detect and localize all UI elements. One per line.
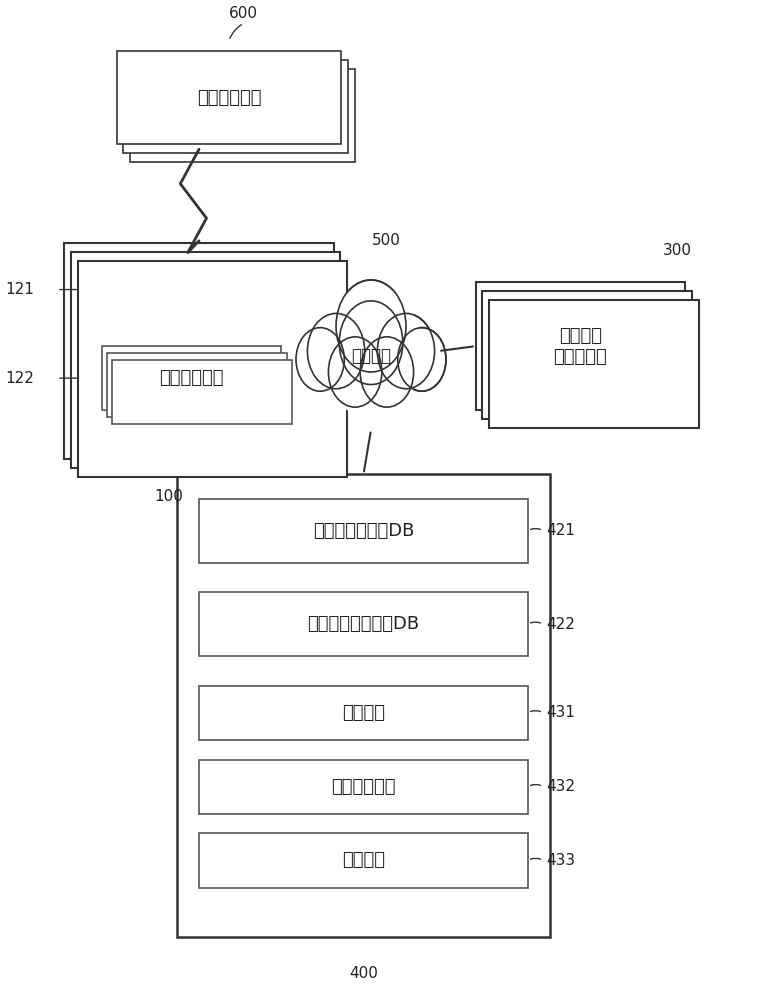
Text: 431: 431: [547, 705, 576, 720]
Circle shape: [308, 313, 365, 389]
Text: 推送模块: 推送模块: [342, 851, 385, 869]
FancyBboxPatch shape: [117, 51, 341, 144]
Circle shape: [329, 337, 382, 407]
Text: 421: 421: [547, 523, 576, 538]
Text: 目标模块: 目标模块: [342, 704, 385, 722]
Text: 400: 400: [349, 966, 378, 981]
FancyBboxPatch shape: [124, 60, 347, 153]
Text: 433: 433: [547, 853, 576, 868]
Text: 服务应用: 服务应用: [170, 281, 213, 299]
Text: 100: 100: [155, 489, 184, 504]
Circle shape: [398, 328, 446, 391]
FancyBboxPatch shape: [482, 291, 692, 419]
FancyBboxPatch shape: [177, 474, 551, 937]
FancyBboxPatch shape: [199, 686, 528, 740]
Text: 600: 600: [229, 6, 259, 21]
FancyBboxPatch shape: [112, 360, 292, 424]
FancyBboxPatch shape: [199, 833, 528, 888]
FancyBboxPatch shape: [199, 760, 528, 814]
Text: 121: 121: [5, 282, 34, 297]
FancyBboxPatch shape: [199, 592, 528, 656]
FancyBboxPatch shape: [102, 346, 281, 410]
FancyBboxPatch shape: [199, 499, 528, 563]
Text: 122: 122: [5, 371, 34, 386]
FancyBboxPatch shape: [107, 353, 287, 417]
FancyBboxPatch shape: [71, 252, 340, 468]
Circle shape: [320, 284, 422, 418]
Text: 422: 422: [547, 617, 576, 632]
Text: 300: 300: [663, 243, 692, 258]
FancyBboxPatch shape: [130, 69, 354, 162]
Text: 500: 500: [372, 233, 400, 248]
FancyBboxPatch shape: [102, 258, 281, 322]
Circle shape: [377, 313, 435, 389]
FancyBboxPatch shape: [489, 300, 699, 428]
FancyBboxPatch shape: [78, 261, 347, 477]
FancyBboxPatch shape: [476, 282, 685, 410]
Circle shape: [360, 337, 414, 407]
Text: 432: 432: [547, 779, 576, 794]
Text: 广告目标应用: 广告目标应用: [159, 369, 224, 387]
Text: 基于认证的信息DB: 基于认证的信息DB: [313, 522, 414, 540]
FancyBboxPatch shape: [65, 243, 333, 459]
Text: 服务管理模块: 服务管理模块: [331, 778, 396, 796]
Text: 基于非认证的信息DB: 基于非认证的信息DB: [308, 615, 420, 633]
Text: 通信网络: 通信网络: [351, 347, 391, 365]
Circle shape: [336, 280, 406, 372]
Circle shape: [339, 301, 403, 385]
Text: 无线通信装置: 无线通信装置: [196, 89, 261, 107]
Text: 广告目标
应用服务器: 广告目标 应用服务器: [554, 327, 608, 366]
Circle shape: [296, 328, 344, 391]
